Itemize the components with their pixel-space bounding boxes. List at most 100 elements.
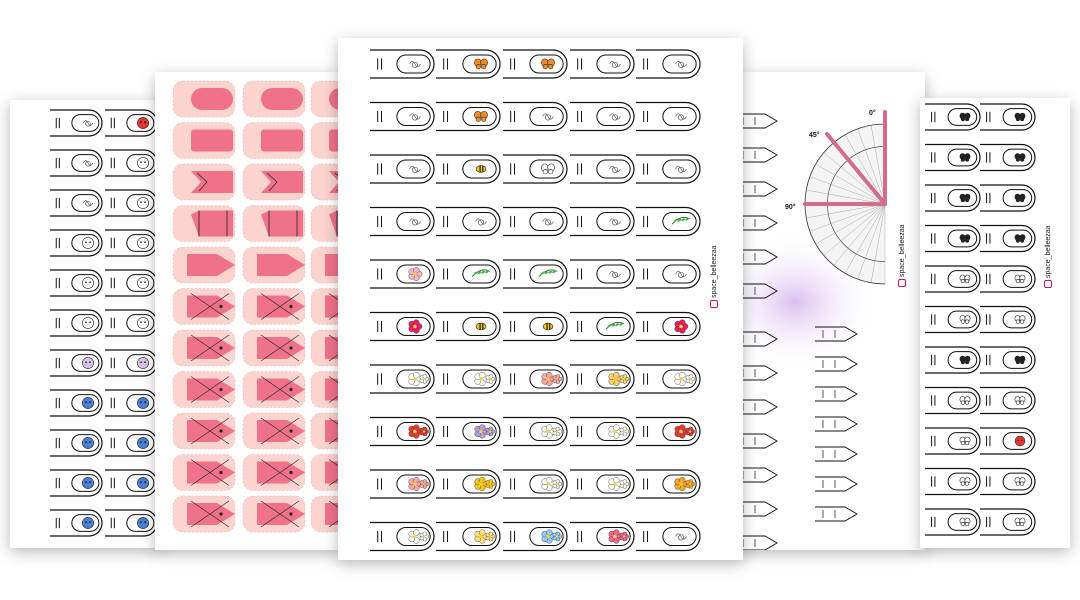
nail-template: [370, 259, 435, 289]
nail-template: [105, 389, 158, 417]
nail-template: [570, 259, 635, 289]
nail-tip-template: [815, 506, 858, 522]
nail-template: [570, 311, 635, 342]
pink-nail-shape: [310, 163, 340, 201]
nail-template: [980, 305, 1036, 334]
nail-template: [925, 467, 981, 496]
nail-template: [105, 469, 158, 497]
pink-nail-shape: [172, 454, 236, 491]
pink-nail-shape: [172, 288, 236, 325]
angle-label-0: 0°: [869, 110, 876, 117]
nail-template: [105, 309, 158, 337]
nail-template: [570, 154, 635, 184]
nail-grid-floral: [370, 49, 701, 552]
nail-template: [105, 349, 158, 377]
nail-template: [980, 386, 1036, 415]
nail-tip-template: [815, 416, 858, 432]
nail-tip-template: [735, 331, 778, 347]
pink-nail-shape: [310, 246, 340, 284]
nail-tip-template: [735, 215, 778, 231]
pink-nail-shape: [172, 412, 236, 450]
nail-template: [925, 346, 981, 374]
pink-nail-shape: [242, 205, 306, 242]
nail-template: [570, 469, 635, 499]
nail-tip-template: [735, 433, 778, 449]
nail-template: [50, 229, 103, 257]
sheet-protractor: 0° 45° 90° space_belleezaa: [735, 72, 925, 550]
nail-template: [50, 389, 103, 417]
pink-nail-shape: [242, 246, 306, 284]
nail-template: [925, 265, 981, 293]
nail-template: [105, 269, 158, 297]
nail-template: [503, 469, 568, 499]
nail-template: [570, 206, 635, 237]
nail-tip-template: [815, 446, 858, 462]
nail-tip-template: [735, 249, 778, 265]
nail-template: [925, 143, 981, 172]
nail-tip-template: [735, 501, 778, 517]
nail-tip-template: [735, 113, 778, 129]
instagram-icon: [898, 279, 906, 287]
nail-template: [570, 49, 635, 79]
nail-tip-template: [735, 283, 778, 299]
nail-template: [370, 364, 435, 394]
pink-nail-shape: [242, 163, 306, 201]
pink-nail-shape: [172, 163, 236, 201]
nail-template: [925, 224, 981, 253]
nail-template: [980, 184, 1036, 212]
nail-template: [980, 508, 1036, 536]
nail-template: [570, 416, 635, 447]
nail-template: [503, 416, 568, 447]
pink-nail-shape: [310, 412, 340, 450]
nail-template: [636, 416, 701, 447]
pink-nail-shape: [242, 371, 306, 408]
nail-grid-angles: [735, 110, 887, 550]
nail-template: [925, 305, 981, 334]
nail-template: [925, 427, 981, 455]
nail-template: [436, 311, 501, 342]
nail-template: [636, 206, 701, 237]
nail-template: [503, 206, 568, 237]
pink-nail-shape: [310, 122, 340, 159]
nail-template: [636, 154, 701, 184]
pink-nail-shape: [172, 371, 236, 408]
nail-template: [980, 427, 1036, 455]
nail-template: [980, 467, 1036, 496]
nail-template: [370, 521, 435, 552]
handle-text: space_belleezaa: [1044, 225, 1052, 288]
nail-template: [370, 154, 435, 184]
sheet-pink-nail-shapes: [155, 72, 340, 550]
nail-template: [980, 103, 1036, 131]
pink-nail-shape: [172, 122, 236, 159]
nail-template: [925, 508, 981, 536]
nail-template: [570, 101, 635, 132]
nail-tip-template: [735, 365, 778, 381]
nail-template: [503, 311, 568, 342]
nail-template: [436, 259, 501, 289]
nail-tip-template: [735, 399, 778, 415]
nail-template: [370, 469, 435, 499]
nail-template: [50, 349, 103, 377]
nail-template: [436, 101, 501, 132]
nail-template: [570, 364, 635, 394]
nail-template: [436, 49, 501, 79]
nail-template: [636, 311, 701, 342]
nail-template: [980, 265, 1036, 293]
nail-tip-template: [815, 386, 858, 402]
nail-template: [570, 521, 635, 552]
pink-nail-shape: [242, 80, 306, 118]
pink-nail-shape: [242, 122, 306, 159]
nail-template: [370, 101, 435, 132]
nail-template: [980, 346, 1036, 374]
nail-template: [636, 49, 701, 79]
nail-template: [370, 311, 435, 342]
pink-nail-shape: [242, 495, 306, 533]
nail-template: [50, 149, 103, 177]
nail-template: [925, 386, 981, 415]
handle-text: space_belleezaa: [898, 224, 906, 287]
pink-nail-shape: [310, 205, 340, 242]
nail-template: [105, 429, 158, 457]
nail-template: [436, 469, 501, 499]
nail-template: [503, 101, 568, 132]
nail-tip-template: [735, 147, 778, 163]
